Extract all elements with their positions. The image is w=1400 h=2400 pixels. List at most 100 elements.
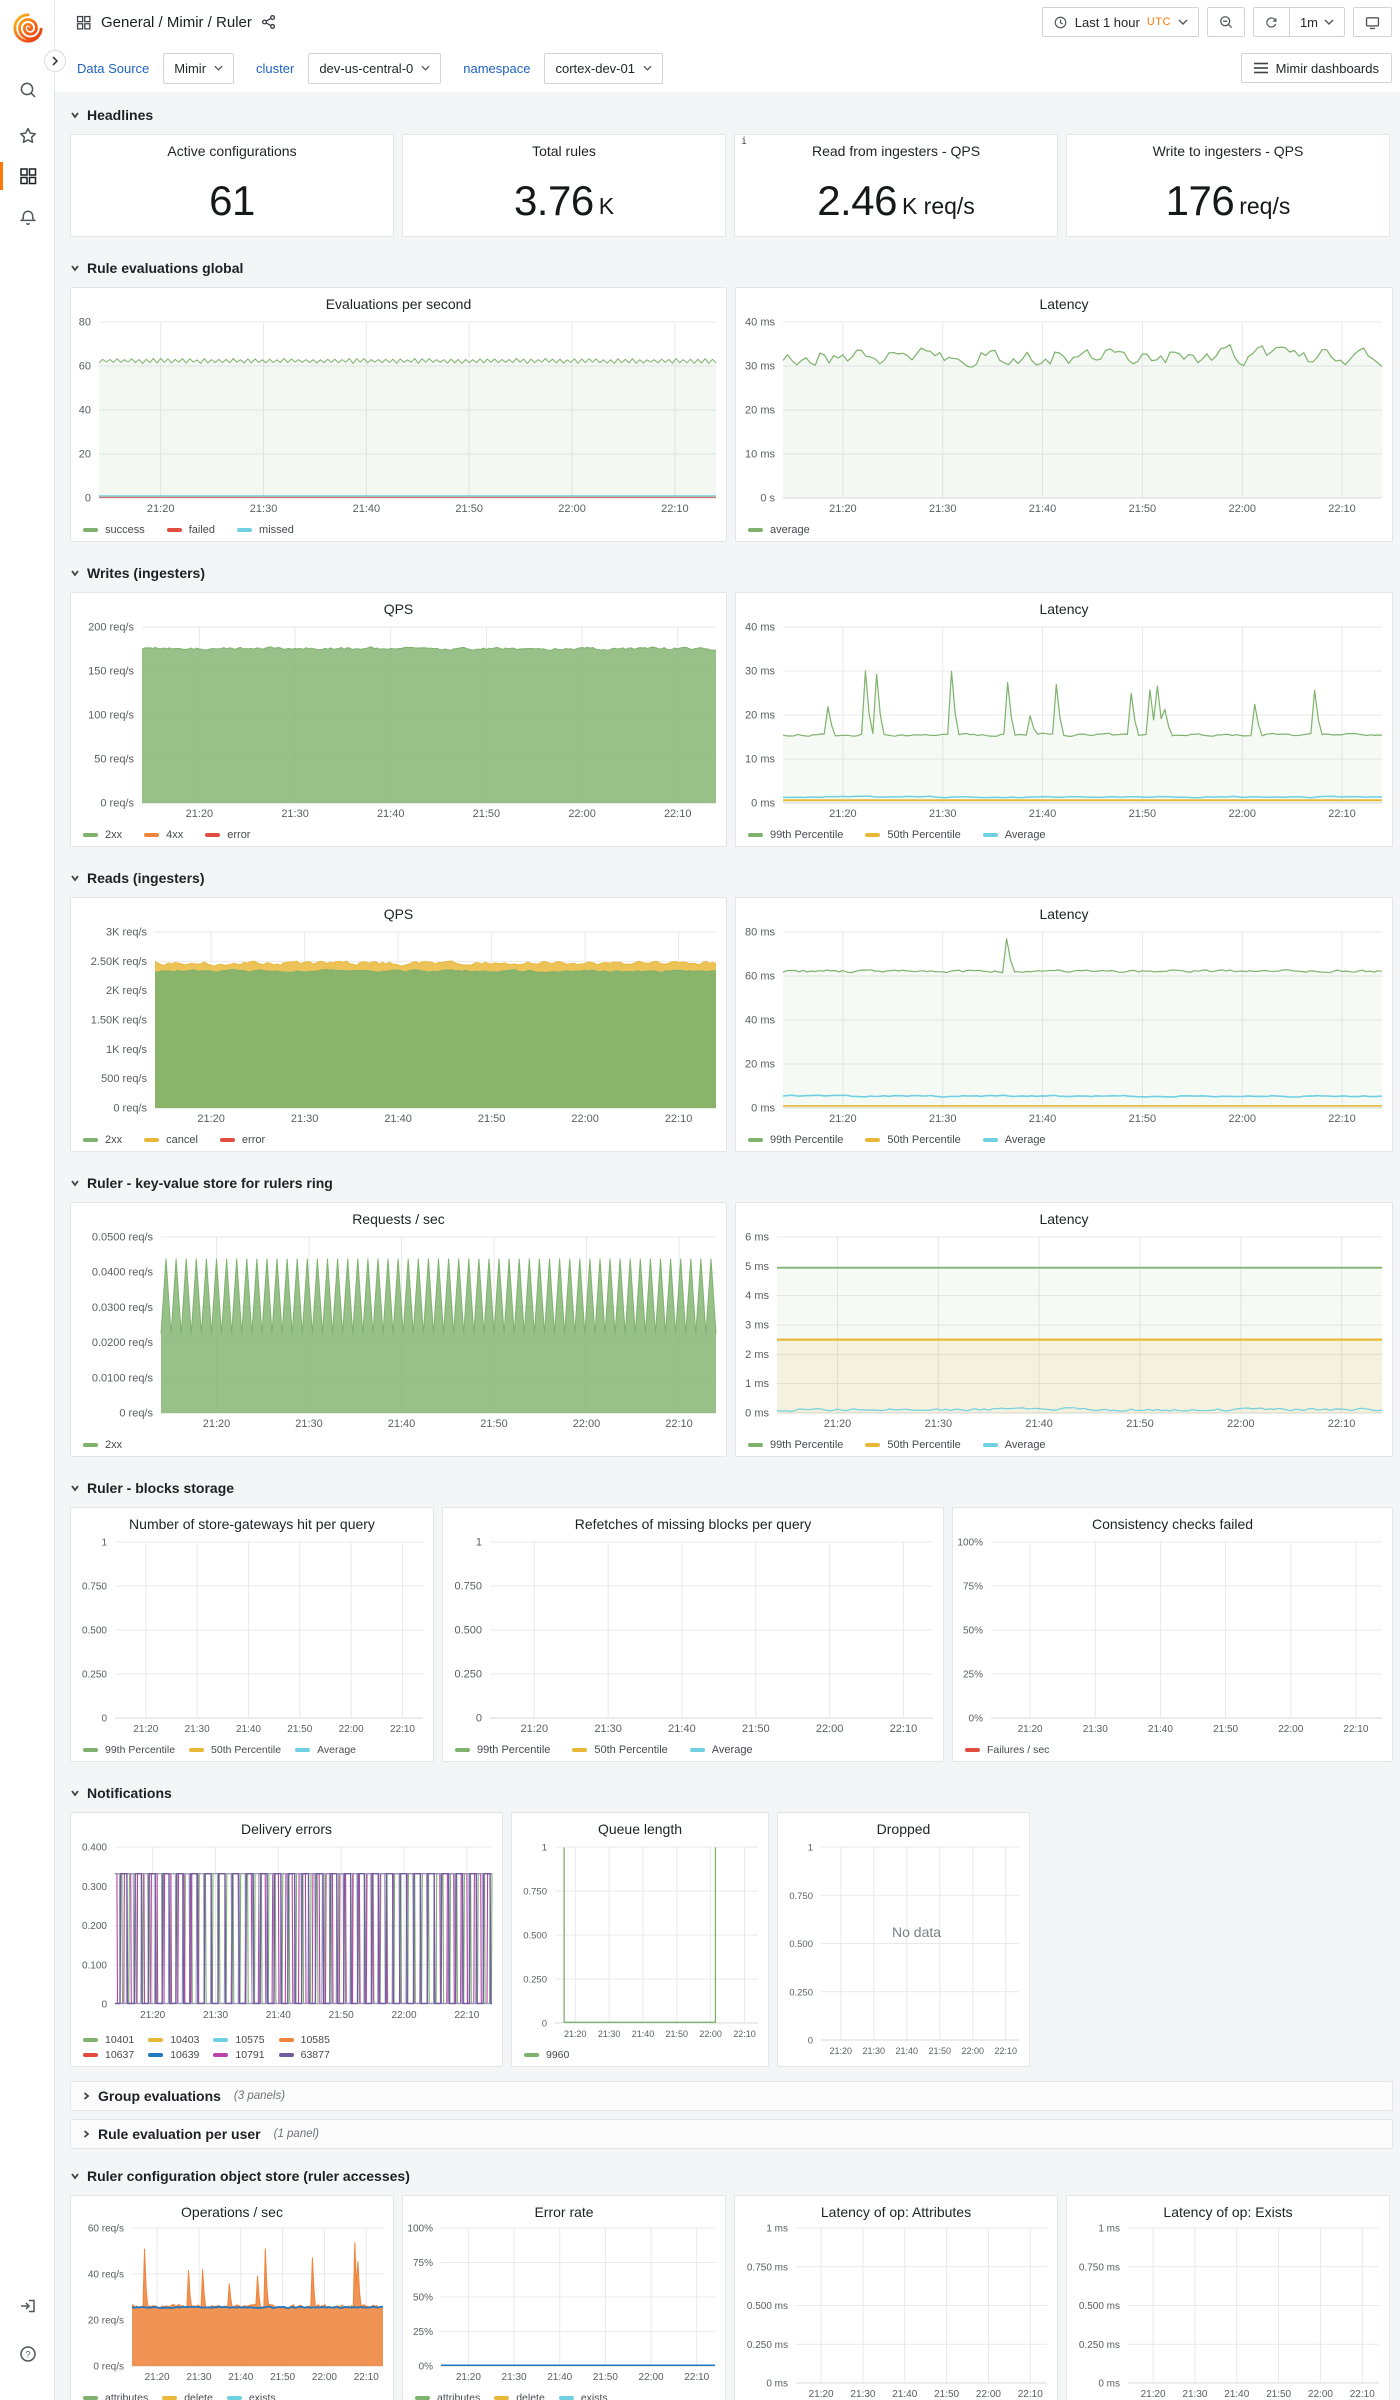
panel-title[interactable]: Delivery errors	[240, 1821, 332, 1837]
chart-plot[interactable]: 0% 25% 50% 75% 100% 21:20 21:30 21:40 21:50 22:00…	[953, 1508, 1393, 1762]
chart-plot[interactable]: 0 ms 10 ms 20 ms 30 ms 40 ms 21:20 21:30 21:40 2…	[736, 593, 1393, 847]
panel-title[interactable]: Latency of op: Attributes	[820, 2204, 972, 2220]
legend-item[interactable]: 99th Percentile	[748, 1439, 843, 1451]
section-header[interactable]: Writes (ingesters)	[70, 562, 1393, 584]
legend-item[interactable]: 10637	[83, 2049, 134, 2061]
section-header[interactable]: Notifications	[70, 1782, 1393, 1804]
collapsed-row[interactable]: Group evaluations (3 panels)	[70, 2081, 1393, 2111]
chart-plot[interactable]: 0 0.250 0.500 0.750 1 21:20 21:30 21:40 21:50 22:…	[71, 1508, 434, 1762]
legend-item[interactable]: 50th Percentile	[865, 1439, 961, 1451]
legend-item[interactable]: Average	[295, 1744, 356, 1756]
grafana-logo[interactable]	[0, 8, 55, 48]
legend-item[interactable]: failed	[166, 524, 215, 536]
time-range-picker[interactable]: Last 1 hour UTC	[1041, 7, 1199, 37]
chart-plot[interactable]: 0 20 40 60 80 21:20 21:30 21:40 21:50 22:00 22:10	[71, 288, 727, 542]
panel-title[interactable]: Error rate	[534, 2204, 594, 2220]
collapsed-row[interactable]: Rule evaluation per user (1 panel)	[70, 2119, 1393, 2149]
legend-item[interactable]: 10403	[148, 2034, 199, 2046]
legend-item[interactable]: delete	[162, 2392, 213, 2400]
section-header[interactable]: Rule evaluations global	[70, 257, 1393, 279]
legend-item[interactable]: attributes	[415, 2392, 480, 2400]
share-icon[interactable]	[261, 14, 277, 30]
chart-plot[interactable]: 0 req/s 500 req/s 1K req/s 1.50K req/s 2K re…	[71, 898, 727, 1152]
legend-item[interactable]: Average	[982, 829, 1046, 841]
variable-datasource-dropdown[interactable]: Mimir	[163, 52, 235, 84]
section-header[interactable]: Ruler configuration object store (ruler …	[70, 2165, 1393, 2187]
legend-item[interactable]: 2xx	[83, 1439, 122, 1451]
sidebar-help[interactable]: ?	[0, 2336, 55, 2372]
chart-plot[interactable]: 0 0.250 0.500 0.750 1 21:20 21:30 21:40 21:50 22:…	[512, 1813, 769, 2067]
legend-item[interactable]: 99th Percentile	[748, 829, 843, 841]
panel-title[interactable]: QPS	[383, 906, 414, 922]
legend-item[interactable]: 2xx	[83, 829, 122, 841]
refresh-interval-dropdown[interactable]: 1m	[1288, 8, 1344, 36]
chart-plot[interactable]: 0 s 10 ms 20 ms 30 ms 40 ms 21:20 21:30 21:40 21…	[736, 288, 1393, 542]
chart-plot[interactable]: 0 ms 0.250 ms 0.500 ms 0.750 ms 1 ms 21:20 21:…	[1067, 2196, 1390, 2400]
dashboard-title[interactable]: General / Mimir / Ruler	[101, 13, 252, 31]
chart-plot[interactable]: 0 req/s 0.0100 req/s 0.0200 req/s 0.0300 re…	[71, 1203, 727, 1457]
panel-title[interactable]: Dropped	[876, 1821, 931, 1837]
section-header[interactable]: Reads (ingesters)	[70, 867, 1393, 889]
panel-title[interactable]: Latency	[1039, 296, 1089, 312]
section-header[interactable]: Headlines	[70, 104, 1393, 126]
legend-item[interactable]: 50th Percentile	[189, 1744, 281, 1756]
sidebar-search[interactable]	[0, 72, 55, 108]
sidebar-alerting[interactable]	[0, 200, 55, 236]
legend-item[interactable]: 4xx	[144, 829, 183, 841]
legend-item[interactable]: delete	[494, 2392, 545, 2400]
legend-item[interactable]: 50th Percentile	[572, 1744, 668, 1756]
legend-item[interactable]: 99th Percentile	[455, 1744, 550, 1756]
panel-title[interactable]: Requests / sec	[352, 1211, 445, 1227]
chart-plot[interactable]: 0 0.250 0.500 0.750 1 21:20 21:30 21:40 21:50 22:…	[778, 1813, 1030, 2067]
legend-item[interactable]: attributes	[83, 2392, 148, 2400]
legend-item[interactable]: 50th Percentile	[865, 1134, 961, 1146]
section-header[interactable]: Ruler - key-value store for rulers ring	[70, 1172, 1393, 1194]
chart-plot[interactable]: 0% 25% 50% 75% 100% 21:20 21:30 21:40 21:50 22:00…	[403, 2196, 726, 2400]
legend-item[interactable]: error	[205, 829, 250, 841]
sidebar-starred[interactable]	[0, 118, 55, 154]
chart-plot[interactable]: 0 req/s 50 req/s 100 req/s 150 req/s 200 req…	[71, 593, 727, 847]
legend-item[interactable]: Failures / sec	[965, 1744, 1049, 1756]
mimir-dashboards-button[interactable]: Mimir dashboards	[1240, 53, 1392, 83]
legend-item[interactable]: 99th Percentile	[83, 1744, 175, 1756]
legend-item[interactable]: 10791	[213, 2049, 265, 2061]
panel-title[interactable]: Active configurations	[167, 143, 297, 159]
panel-title[interactable]: Latency	[1039, 906, 1089, 922]
chart-plot[interactable]: 0 0.100 0.200 0.300 0.400 21:20 21:30 21:40 21:5…	[71, 1813, 503, 2067]
panel-title[interactable]: Read from ingesters - QPS	[811, 143, 981, 159]
legend-item[interactable]: 10575	[213, 2034, 265, 2046]
zoom-out-button[interactable]	[1206, 7, 1245, 37]
legend-item[interactable]: Average	[982, 1439, 1046, 1451]
panel-title[interactable]: Write to ingesters - QPS	[1152, 143, 1304, 159]
panel-title[interactable]: Latency	[1039, 601, 1089, 617]
chart-plot[interactable]: 0 ms 20 ms 40 ms 60 ms 80 ms 21:20 21:30 21:40 2…	[736, 898, 1393, 1152]
sidebar-dashboards[interactable]	[0, 158, 55, 194]
panel-title[interactable]: Number of store-gateways hit per query	[129, 1516, 375, 1532]
panel-title[interactable]: Total rules	[532, 143, 596, 159]
legend-item[interactable]: 9960	[524, 2049, 569, 2061]
legend-item[interactable]: Average	[982, 1134, 1046, 1146]
sidebar-sign-in[interactable]	[0, 2288, 55, 2324]
panel-title[interactable]: Latency	[1039, 1211, 1089, 1227]
info-icon[interactable]: i	[741, 136, 748, 147]
legend-item[interactable]: 63877	[278, 2049, 330, 2061]
breadcrumb[interactable]: General / Mimir / Ruler	[75, 14, 277, 31]
chart-plot[interactable]: 0 0.250 0.500 0.750 1 21:20 21:30 21:40 21:50 22:…	[443, 1508, 944, 1762]
chart-plot[interactable]: 0 ms 1 ms 2 ms 3 ms 4 ms 5 ms 6 ms 21:20 21:30 21…	[736, 1203, 1393, 1457]
legend-item[interactable]: error	[219, 1134, 265, 1146]
legend-item[interactable]: 2xx	[83, 1134, 122, 1146]
legend-item[interactable]: average	[748, 524, 810, 536]
legend-item[interactable]: cancel	[144, 1134, 198, 1146]
legend-item[interactable]: exists	[558, 2392, 608, 2400]
legend-item[interactable]: exists	[226, 2392, 276, 2400]
panel-title[interactable]: Refetches of missing blocks per query	[574, 1516, 812, 1532]
section-header[interactable]: Ruler - blocks storage	[70, 1477, 1393, 1499]
variable-namespace-dropdown[interactable]: cortex-dev-01	[544, 52, 663, 84]
legend-item[interactable]: Average	[689, 1744, 753, 1756]
chart-plot[interactable]: 0 req/s 20 req/s 40 req/s 60 req/s 21:20 21:3…	[71, 2196, 394, 2400]
cycle-view-button[interactable]	[1353, 7, 1392, 37]
chart-plot[interactable]: 0 ms 0.250 ms 0.500 ms 0.750 ms 1 ms 21:20 21:…	[735, 2196, 1058, 2400]
legend-item[interactable]: 10639	[148, 2049, 199, 2061]
sidebar-expand-button[interactable]	[44, 50, 66, 72]
variable-cluster-dropdown[interactable]: dev-us-central-0	[308, 52, 442, 84]
